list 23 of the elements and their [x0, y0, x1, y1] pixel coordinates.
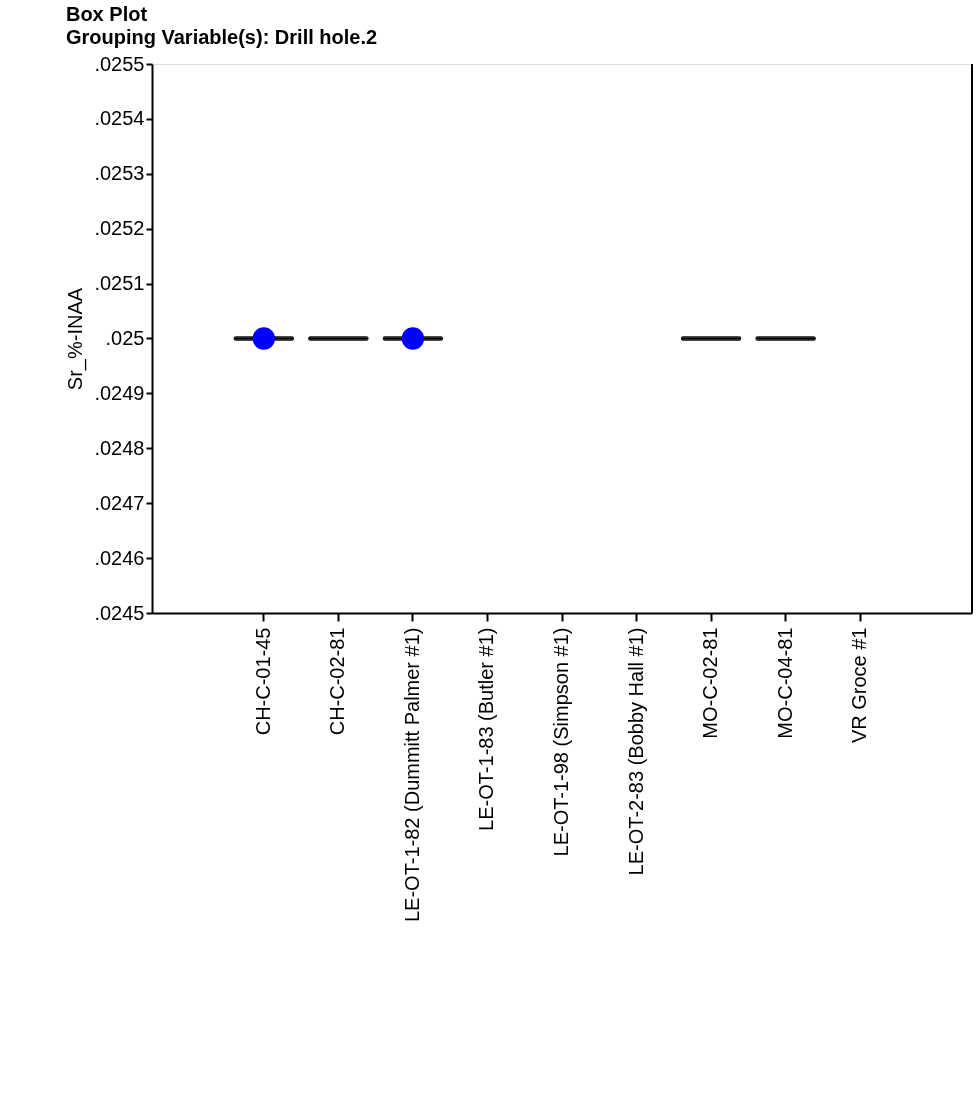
y-axis-title: Sr_%-INAA — [64, 287, 88, 391]
x-tick-label: VR Groce #1 — [848, 627, 871, 744]
chart-title: Box Plot — [65, 3, 148, 25]
y-tick-label: .0249 — [94, 381, 145, 404]
y-tick-label: .0252 — [94, 217, 145, 240]
y-tick-label: .0253 — [94, 162, 145, 185]
x-tick-label: LE-OT-1-83 (Butler #1) — [475, 627, 498, 831]
y-tick-label: .0246 — [94, 546, 145, 569]
x-tick-label: CH-C-02-81 — [326, 627, 349, 736]
y-tick-label: .0254 — [94, 107, 145, 130]
y-tick-label: .0255 — [94, 52, 145, 75]
y-tick-label: .0251 — [94, 272, 145, 295]
chart-subtitle: Grouping Variable(s): Drill hole.2 — [65, 26, 378, 48]
y-tick-label: .0247 — [94, 491, 145, 514]
x-tick-label: MO-C-02-81 — [699, 627, 722, 739]
x-tick-label: CH-C-01-45 — [251, 627, 274, 736]
x-tick-label: LE-OT-2-83 (Bobby Hall #1) — [624, 627, 647, 876]
x-tick-label: LE-OT-1-82 (Dummitt Palmer #1) — [400, 627, 423, 923]
y-tick-label: .0245 — [94, 601, 145, 624]
x-tick-label: LE-OT-1-98 (Simpson #1) — [550, 627, 572, 857]
x-tick-label: MO-C-04-81 — [773, 627, 796, 739]
y-tick-label: .025 — [105, 327, 145, 349]
y-tick-label: .0248 — [94, 436, 145, 459]
